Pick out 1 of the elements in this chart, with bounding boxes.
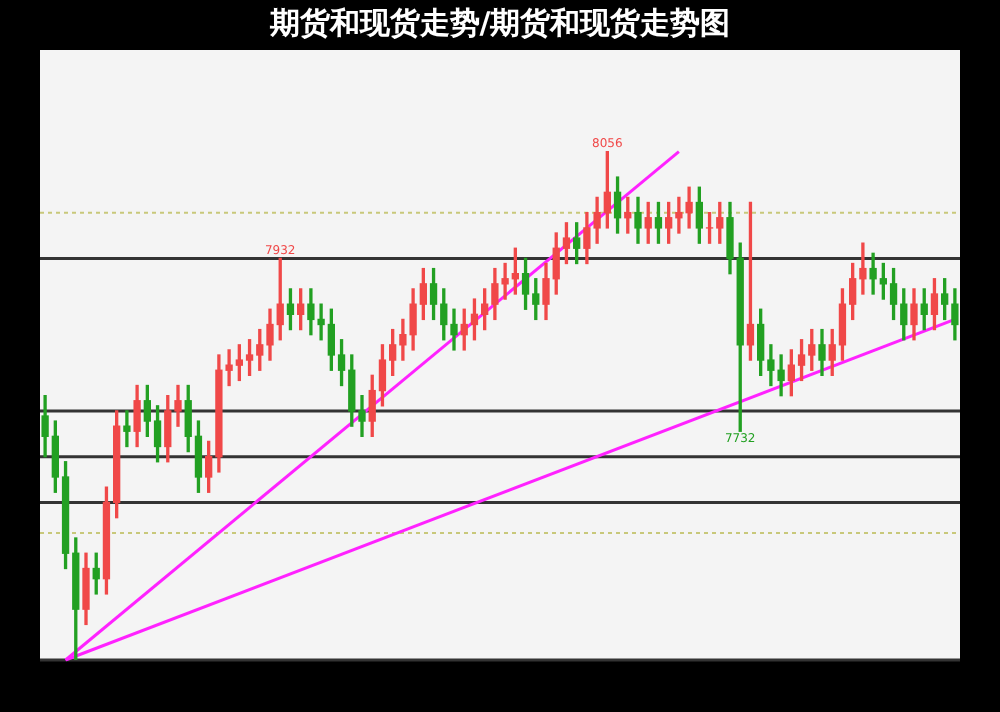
chart-title: 期货和现货走势/期货和现货走势图	[267, 4, 731, 41]
